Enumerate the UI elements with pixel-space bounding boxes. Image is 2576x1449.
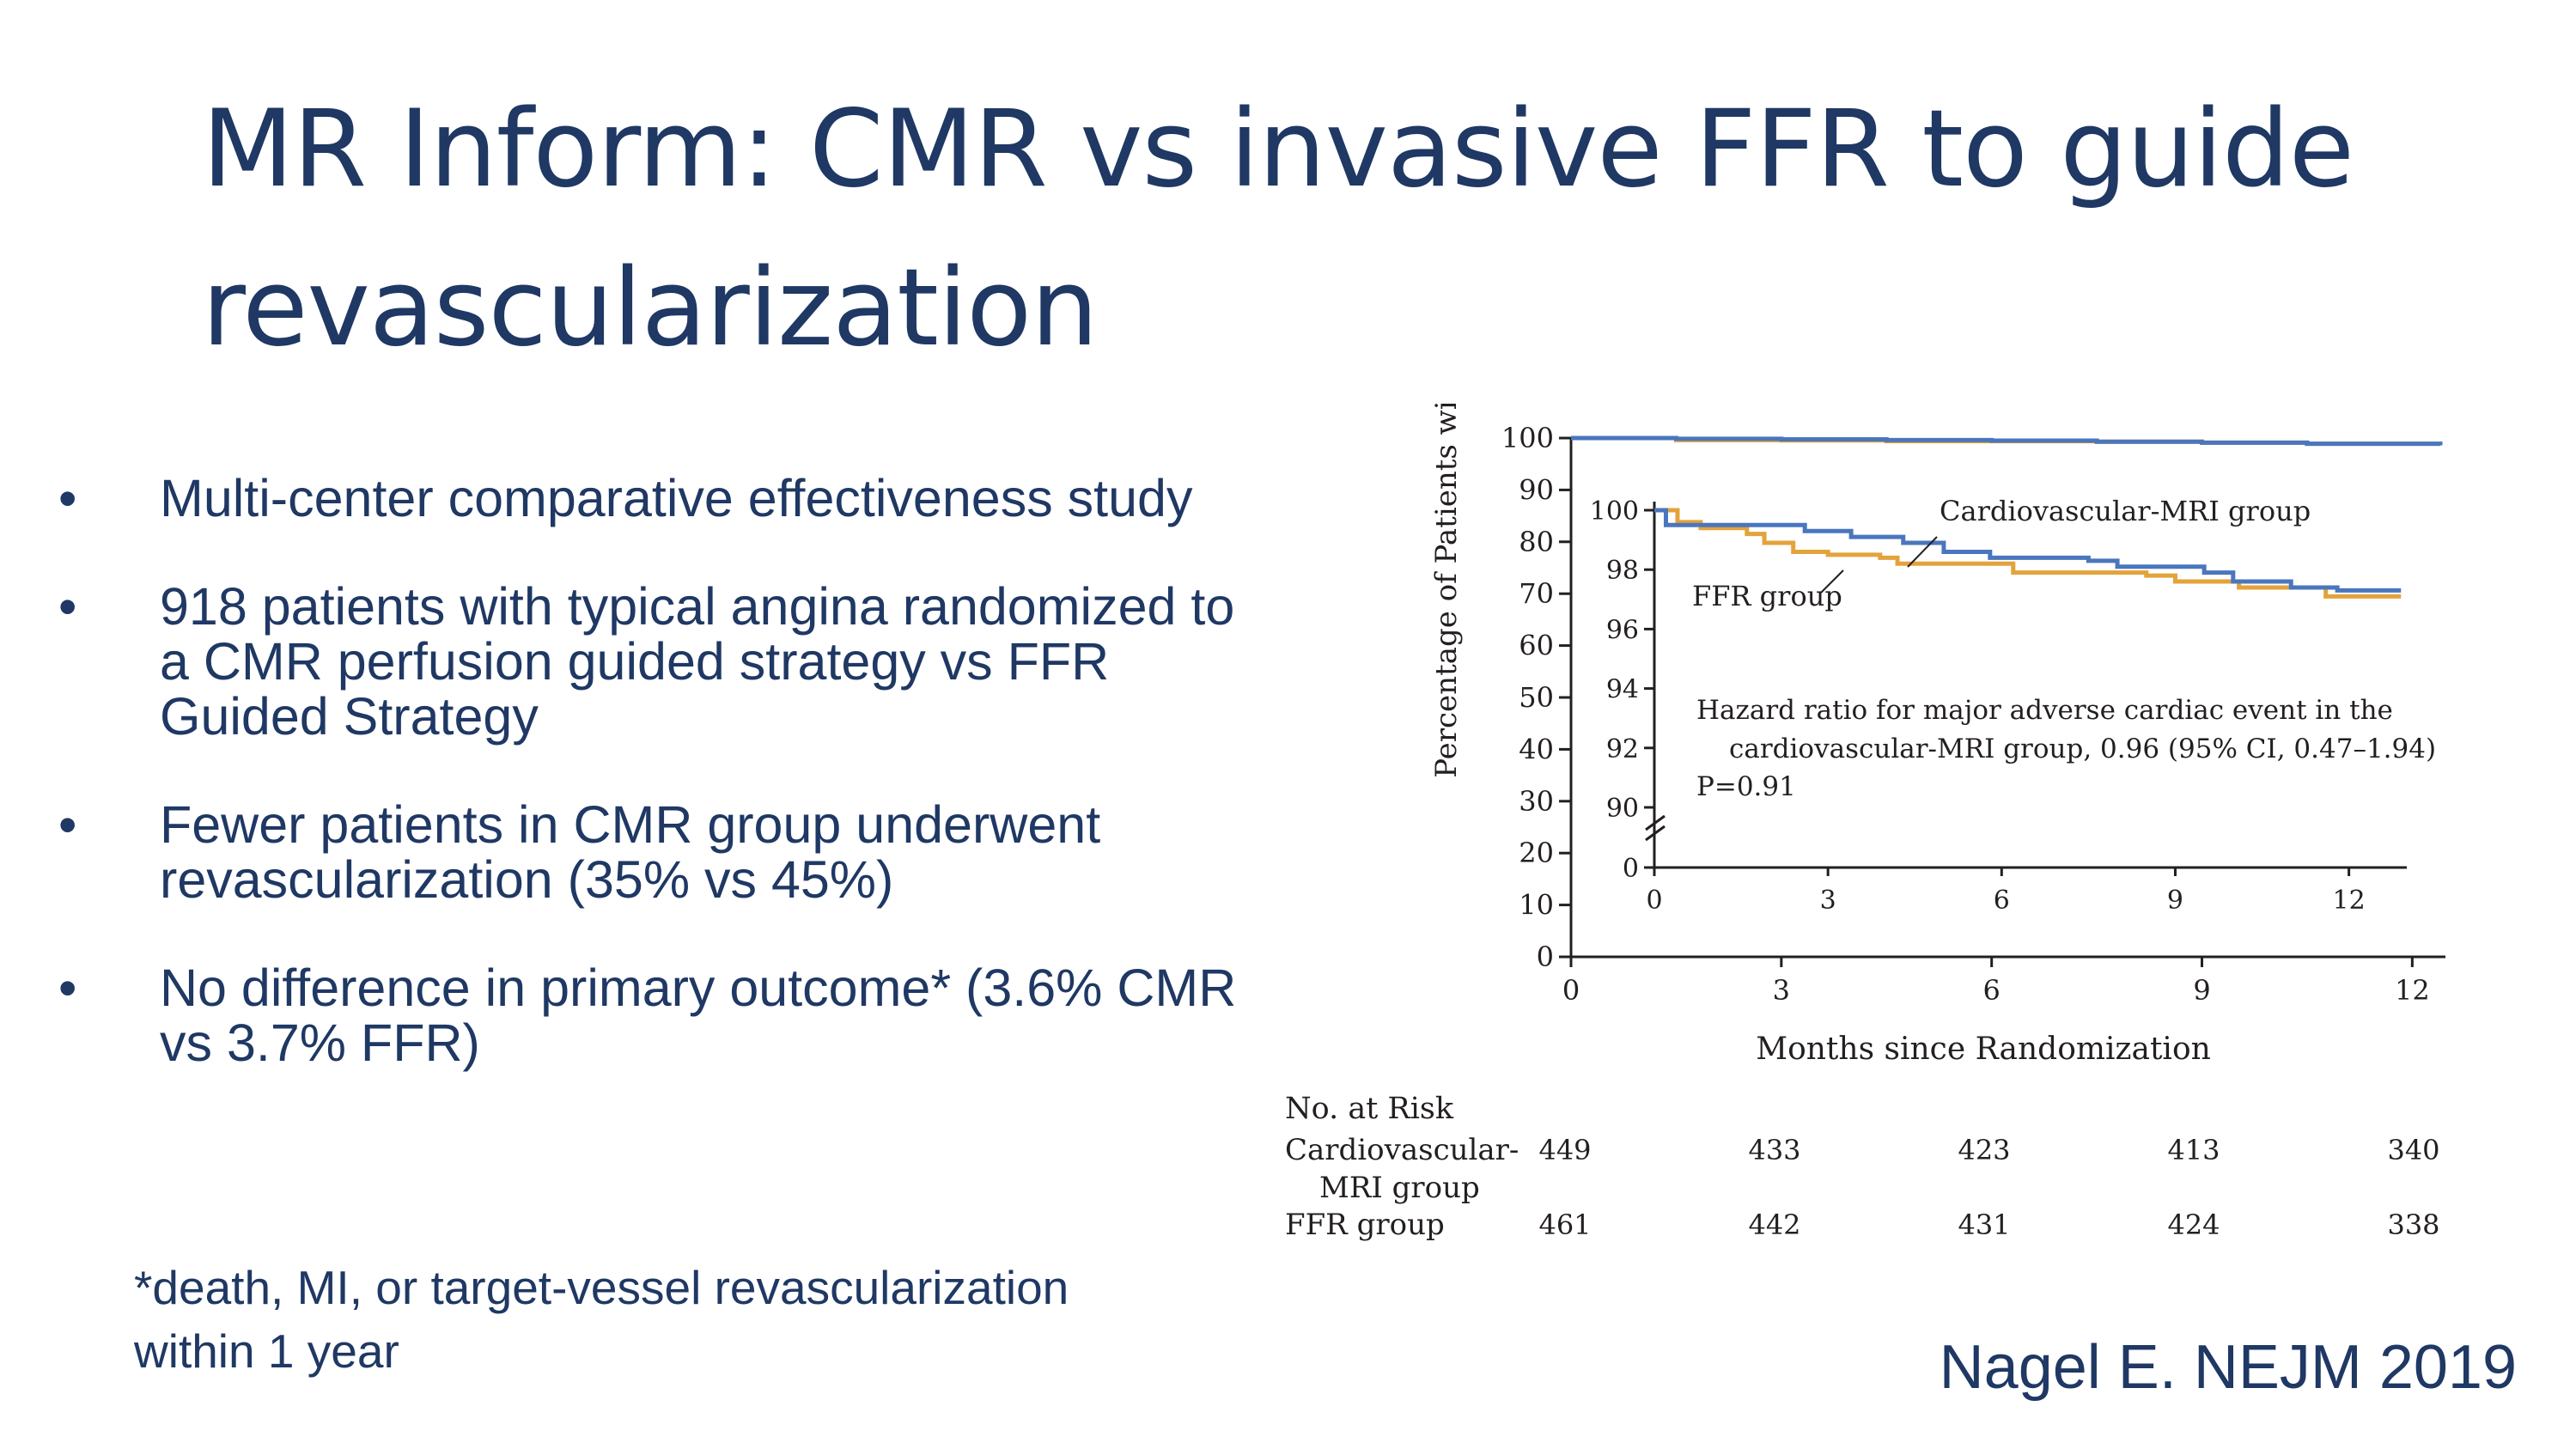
x-tick-label: 0 [1562, 974, 1580, 1007]
risk-table: No. at Risk Cardiovascular- MRI group FF… [1285, 1092, 2440, 1242]
ffr-series-label: FFR group [1692, 580, 1842, 612]
inset-y-tick-label: 100 [1590, 496, 1639, 527]
bullet-item: • No difference in primary outcome* (3.6… [58, 960, 1244, 1070]
y-tick-label: 10 [1519, 889, 1554, 922]
risk-value: 340 [2387, 1134, 2439, 1166]
axis-break-mark [1645, 825, 1666, 842]
ffr-leader-line [1820, 569, 1844, 594]
slide-title-line-2: revascularization [202, 247, 1099, 370]
bullet-text: 918 patients with typical angina randomi… [160, 577, 1235, 746]
bullet-marker: • [58, 577, 77, 636]
y-tick-label: 0 [1537, 941, 1554, 973]
bullet-item: • Multi-center comparative effectiveness… [58, 471, 1244, 526]
bullet-text: Multi-center comparative effectiveness s… [160, 469, 1193, 527]
risk-row-label: FFR group [1285, 1208, 1445, 1242]
inset-y-tick-label: 94 [1606, 675, 1639, 705]
cmr-series-label: Cardiovascular-MRI group [1940, 495, 2311, 527]
y-tick-label: 50 [1519, 681, 1554, 714]
slide-title-line-1: MR Inform: CMR vs invasive FFR to guide [202, 88, 2354, 211]
risk-value: 338 [2387, 1209, 2439, 1241]
risk-table-header: No. at Risk [1285, 1092, 1454, 1126]
risk-values: 449 433 423 413 340 461 442 431 424 338 [1538, 1134, 2439, 1241]
inset-y-tick-label: 96 [1606, 615, 1639, 645]
bullet-list: • Multi-center comparative effectiveness… [58, 471, 1244, 1123]
inset-series-line-ffr [1654, 508, 2402, 599]
footnote-line-2: within 1 year [134, 1324, 399, 1378]
inset-series-line-cmr [1654, 508, 2402, 593]
risk-value: 442 [1748, 1209, 1800, 1241]
y-tick-label: 30 [1519, 785, 1554, 818]
series-line-cmr [1571, 435, 2443, 447]
y-tick-label: 60 [1519, 630, 1554, 662]
inset-x-tick-label: 0 [1646, 886, 1662, 916]
cmr-leader-line [1907, 536, 1938, 568]
y-tick-label: 90 [1519, 473, 1554, 506]
bullet-item: • 918 patients with typical angina rando… [58, 579, 1244, 744]
y-tick-label: 80 [1519, 526, 1554, 558]
risk-value: 461 [1538, 1209, 1591, 1241]
inset-x-tick-label: 12 [2333, 886, 2366, 916]
risk-row-label: Cardiovascular- [1285, 1133, 1519, 1167]
y-tick-label: 20 [1519, 837, 1554, 869]
inset-x-tick-label: 6 [1994, 886, 2010, 916]
inset-x-tick-label: 9 [2167, 886, 2183, 916]
y-tick-label: 100 [1501, 422, 1554, 454]
risk-value: 424 [2167, 1209, 2220, 1241]
citation: Nagel E. NEJM 2019 [1939, 1333, 2517, 1402]
bullet-marker: • [58, 795, 77, 854]
inset-y-tick-label: 98 [1606, 556, 1639, 586]
axis-break-mark [1645, 814, 1666, 831]
inset-chart: 90 92 94 96 98 100 00 3 6 9 12 Cardiovascular-MRI g… [1590, 495, 2436, 916]
x-tick-label: 9 [2193, 974, 2210, 1007]
bullet-marker: • [58, 469, 77, 527]
inset-y-tick-label: 90 [1606, 794, 1639, 824]
inset-y-tick-label: 92 [1606, 734, 1639, 764]
y-tick-label: 70 [1519, 577, 1554, 610]
x-tick-label: 3 [1773, 974, 1790, 1007]
bullet-item: • Fewer patients in CMR group underwent … [58, 797, 1244, 907]
risk-value: 423 [1958, 1134, 2010, 1166]
hazard-ratio-annotation: cardiovascular-MRI group, 0.96 (95% CI, … [1729, 734, 2436, 764]
y-tick-label: 40 [1519, 733, 1554, 765]
inset-x-tick-label: 3 [1820, 886, 1836, 916]
risk-row-label: MRI group [1319, 1171, 1480, 1205]
x-axis-label: Months since Randomization [1756, 1032, 2211, 1067]
hazard-ratio-annotation: Hazard ratio for major adverse cardiac e… [1696, 695, 2393, 726]
risk-value: 431 [1958, 1209, 2010, 1241]
footnote-line-1: *death, MI, or target-vessel revasculari… [134, 1261, 1069, 1314]
x-tick-label: 12 [2395, 974, 2430, 1007]
bullet-marker: • [58, 959, 77, 1017]
x-tick-label: 6 [1982, 974, 2000, 1007]
bullet-text: No difference in primary outcome* (3.6% … [160, 959, 1237, 1072]
footnote: *death, MI, or target-vessel revasculari… [134, 1256, 1251, 1383]
bullet-text: Fewer patients in CMR group underwent re… [160, 795, 1101, 909]
y-axis-label: Percentage of Patients without Event [1429, 404, 1464, 778]
risk-value: 433 [1748, 1134, 1800, 1166]
risk-value: 413 [2167, 1134, 2220, 1166]
main-series [1571, 435, 2443, 447]
risk-value: 449 [1538, 1134, 1591, 1166]
p-value-annotation: P=0.91 [1696, 771, 1796, 802]
slide-title: MR Inform: CMR vs invasive FFR to guide … [202, 70, 2435, 388]
inset-y-tick-label: 0 [1623, 854, 1639, 884]
